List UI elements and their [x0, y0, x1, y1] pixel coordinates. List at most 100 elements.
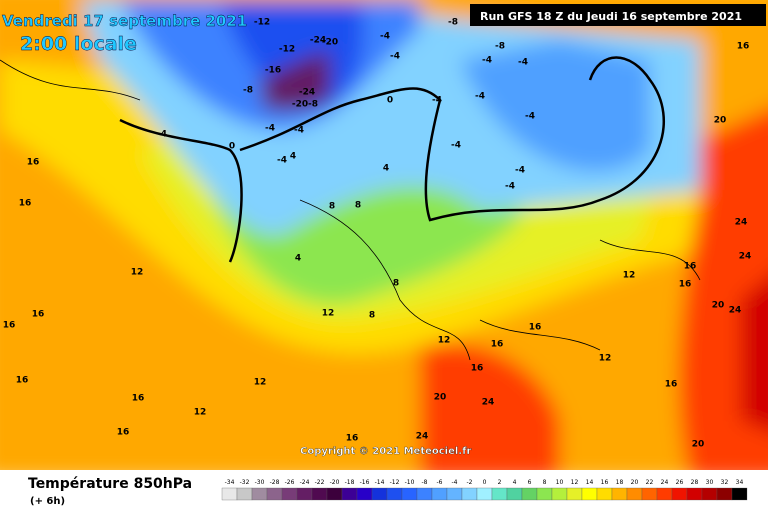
- scale-swatch: [326, 487, 343, 501]
- scale-swatch: [296, 487, 313, 501]
- map-label: 12: [254, 378, 267, 388]
- forecast-time: 2:00 locale: [20, 33, 137, 55]
- map-label: 20: [692, 440, 705, 450]
- scale-label: -14: [375, 479, 385, 486]
- map-label: 8: [369, 311, 375, 321]
- map-label: -4: [277, 156, 287, 166]
- map-label: 12: [194, 408, 207, 418]
- scale-swatch: [371, 487, 388, 501]
- map-label: 20: [434, 393, 447, 403]
- map-label: 20: [714, 116, 727, 126]
- map-label: 16: [529, 323, 542, 333]
- scale-swatch: [356, 487, 373, 501]
- color-scale: -34 -32 -30 -28 -26 -24 -22 -20 -18 -16 -14 -12 -10-…: [221, 479, 748, 501]
- map-label: -4: [505, 182, 515, 192]
- scale-label: 32: [721, 479, 729, 486]
- map-label: -4: [380, 32, 390, 42]
- map-label: -4: [265, 124, 275, 134]
- map-label: -4: [482, 56, 492, 66]
- lead-time: (+ 6h): [30, 496, 65, 507]
- map-label: 4: [383, 164, 389, 174]
- scale-swatch: [656, 487, 673, 501]
- map-label: 16: [346, 434, 359, 444]
- map-label: 4: [295, 254, 301, 264]
- scale-swatch: [311, 487, 328, 501]
- scale-label: 30: [706, 479, 714, 486]
- scale-swatch: [611, 487, 628, 501]
- map-label: -4: [451, 141, 461, 151]
- map-label: 16: [19, 199, 32, 209]
- temperature-field: [0, 0, 768, 480]
- map-label: -24: [299, 88, 315, 98]
- map-label: 16: [471, 364, 484, 374]
- scale-swatch: [521, 487, 538, 501]
- scale-swatch: [641, 487, 658, 501]
- map-label: 0: [387, 96, 393, 106]
- map-label: 16: [132, 394, 145, 404]
- scale-swatch: [221, 487, 238, 501]
- scale-label: -18: [345, 479, 355, 486]
- scale-label: -8: [422, 479, 428, 486]
- scale-swatch: [416, 487, 433, 501]
- scale-label: 34: [736, 479, 744, 486]
- scale-swatch: [386, 487, 403, 501]
- map-label: 16: [491, 340, 504, 350]
- map-label: 16: [16, 376, 29, 386]
- scale-swatch: [686, 487, 703, 501]
- scale-swatch: [491, 487, 508, 501]
- map-label: 4: [290, 152, 296, 162]
- scale-swatch: [551, 487, 568, 501]
- scale-label: 26: [676, 479, 684, 486]
- map-label: 16: [679, 280, 692, 290]
- map-label: -8: [448, 18, 458, 28]
- map-label: 16: [737, 42, 750, 52]
- map-label: -4: [518, 58, 528, 68]
- scale-label: 10: [556, 479, 564, 486]
- scale-label: -22: [315, 479, 325, 486]
- scale-swatch: [341, 487, 358, 501]
- map-labels: -12-24-20-12-16-8 -24-20 -8-4 -40-4-4 4-4-4-…: [3, 18, 752, 450]
- map-label: 16: [665, 380, 678, 390]
- map-label: 16: [27, 158, 40, 168]
- map-label: 16: [3, 321, 16, 331]
- map-label: 24: [739, 252, 752, 262]
- map-label: -4: [475, 92, 485, 102]
- map-label: 0: [229, 142, 235, 152]
- scale-label: 24: [661, 479, 669, 486]
- map-label: -4: [157, 130, 167, 140]
- map-label: -8: [495, 42, 505, 52]
- map-label: -20: [292, 100, 308, 110]
- map-label: -24: [310, 36, 326, 46]
- scale-swatch: [266, 487, 283, 501]
- scale-label: 18: [616, 479, 624, 486]
- map-label: -12: [279, 45, 295, 55]
- scale-swatch: [281, 487, 298, 501]
- scale-label: 28: [691, 479, 699, 486]
- scale-label: -30: [255, 479, 265, 486]
- scale-label: 16: [601, 479, 609, 486]
- copyright: Copyright © 2021 Meteociel.fr: [300, 446, 471, 457]
- scale-label: -34: [225, 479, 235, 486]
- scale-swatch: [251, 487, 268, 501]
- scale-label: 8: [543, 479, 547, 486]
- scale-swatch: [236, 487, 253, 501]
- scale-swatch: [731, 487, 748, 501]
- map-label: -20: [322, 38, 338, 48]
- forecast-date: Vendredi 17 septembre 2021: [2, 12, 247, 30]
- scale-label: -32: [240, 479, 250, 486]
- map-label: 16: [684, 262, 697, 272]
- map-label: 20: [712, 301, 725, 311]
- map-label: -4: [390, 52, 400, 62]
- scale-label: -16: [360, 479, 370, 486]
- scale-swatch: [446, 487, 463, 501]
- map-label: 24: [482, 398, 495, 408]
- map-label: 24: [729, 306, 742, 316]
- scale-label: -26: [285, 479, 295, 486]
- isotherms: [0, 56, 701, 361]
- scale-swatch: [626, 487, 643, 501]
- scale-swatch: [476, 487, 493, 501]
- scale-label: -12: [390, 479, 400, 486]
- map-label: -8: [243, 86, 253, 96]
- scale-swatch: [596, 487, 613, 501]
